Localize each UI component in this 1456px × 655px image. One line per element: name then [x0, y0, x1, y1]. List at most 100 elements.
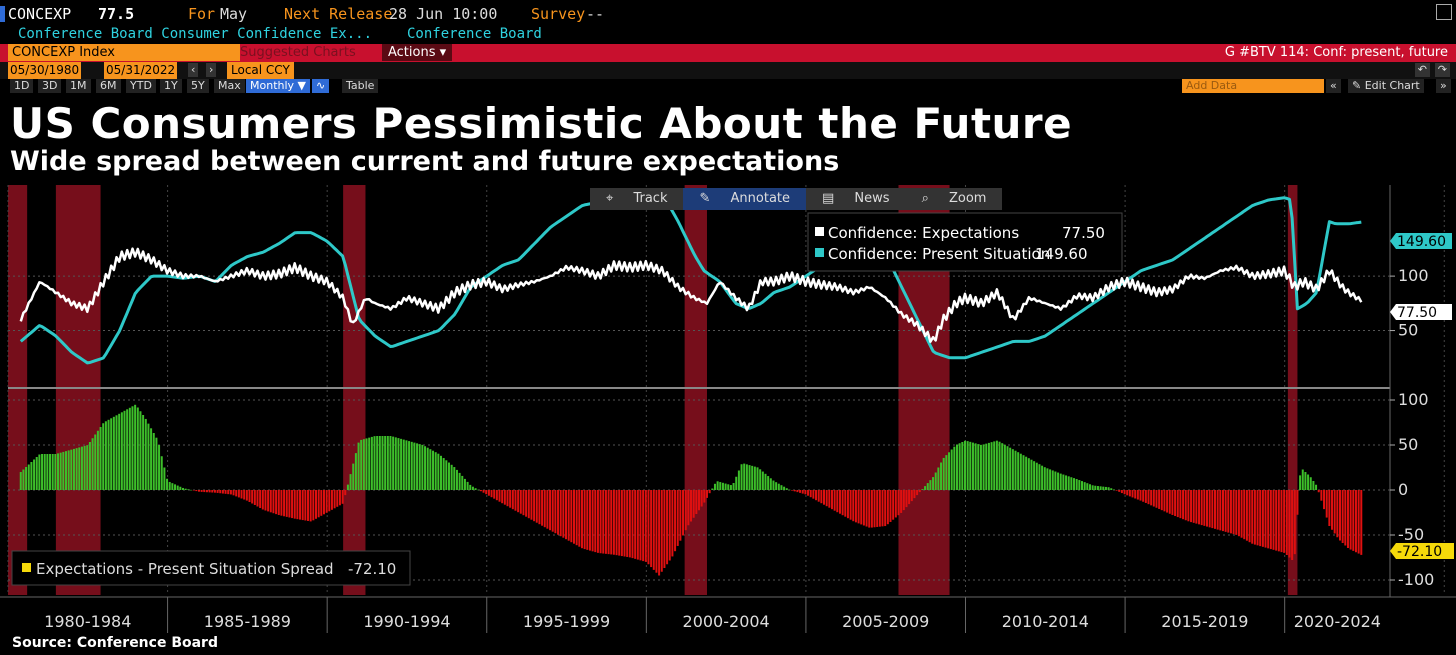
source-name[interactable]: Conference Board: [407, 26, 542, 42]
spread-bar: [498, 490, 501, 502]
spread-bar: [1155, 490, 1158, 508]
spread-bar: [713, 483, 716, 490]
spread-bar: [716, 481, 719, 490]
period-1d[interactable]: 1D: [10, 79, 34, 93]
spread-bar: [868, 490, 871, 528]
table-button[interactable]: Table: [342, 79, 379, 93]
currency-select[interactable]: Local CCY: [227, 62, 294, 79]
spread-bar: [336, 490, 339, 507]
popout-icon[interactable]: [1436, 4, 1452, 20]
period-1m[interactable]: 1M: [66, 79, 91, 93]
spread-bar: [615, 490, 618, 556]
add-data-input[interactable]: Add Data: [1182, 79, 1324, 93]
spread-bar: [987, 442, 990, 490]
end-date-input[interactable]: 05/31/2022: [104, 62, 178, 79]
spread-bar: [495, 490, 498, 501]
spread-bar: [788, 489, 791, 491]
spread-bar: [64, 451, 67, 490]
spread-bar: [126, 409, 129, 490]
period-ytd[interactable]: YTD: [126, 79, 156, 93]
survey-value: --: [586, 5, 605, 23]
spread-bar: [304, 490, 307, 521]
spread-bar: [1166, 490, 1169, 513]
security-description[interactable]: Conference Board Consumer Confidence Ex.…: [18, 26, 373, 42]
spread-bar: [519, 490, 522, 514]
news-tool[interactable]: ▤ News: [806, 188, 906, 210]
spread-bar: [216, 490, 219, 493]
line-chart-icon[interactable]: ∿: [312, 79, 330, 93]
period-5y[interactable]: 5Y: [187, 79, 209, 93]
spread-bar: [1317, 490, 1320, 493]
spread-bar: [269, 490, 272, 513]
spread-bar: [780, 485, 783, 490]
spread-bar: [365, 438, 368, 490]
spread-bar: [463, 478, 466, 490]
edit-chart-button[interactable]: ✎ Edit Chart: [1348, 79, 1424, 93]
spread-bar: [392, 436, 395, 490]
spread-bar: [346, 484, 349, 490]
track-tool[interactable]: ⌖ Track: [590, 188, 683, 210]
spread-bar: [1243, 490, 1246, 540]
spread-bar: [578, 490, 581, 547]
spread-bar: [288, 490, 291, 518]
spread-bar: [1285, 490, 1288, 555]
spread-bar: [360, 439, 363, 490]
confidence-lines: [19, 189, 1363, 365]
period-3d[interactable]: 3D: [38, 79, 62, 93]
spread-bar: [549, 490, 552, 531]
spread-bar: [998, 441, 1001, 490]
spread-bar: [482, 490, 485, 493]
prev-arrow-icon[interactable]: ‹: [188, 63, 199, 77]
period-6m[interactable]: 6M: [96, 79, 121, 93]
frequency-select[interactable]: Monthly ▼: [246, 79, 311, 93]
spread-bar: [926, 483, 929, 490]
y-tick-label-bottom: -100: [1398, 570, 1434, 589]
spread-bar: [1054, 471, 1057, 490]
spread-bar: [376, 436, 379, 490]
spread-bar: [352, 463, 355, 490]
redo-icon[interactable]: ↷: [1434, 63, 1450, 77]
spread-bar: [783, 486, 786, 490]
spread-bar: [1304, 472, 1307, 490]
security-field[interactable]: CONCEXP Index: [8, 44, 240, 61]
spread-bar: [1067, 476, 1070, 490]
spread-bar: [969, 441, 972, 490]
expand-icon[interactable]: »: [1436, 79, 1451, 93]
spread-bar: [732, 483, 735, 490]
undo-icon[interactable]: ↶: [1414, 63, 1430, 77]
spread-bar: [1003, 444, 1006, 490]
annotate-tool[interactable]: ✎ Annotate: [683, 188, 806, 210]
spread-bar: [588, 490, 591, 551]
actions-button[interactable]: Actions ▾: [382, 44, 453, 61]
spread-bar: [1160, 490, 1163, 511]
spread-bar: [1291, 490, 1294, 560]
zoom-tool[interactable]: ⌕ Zoom: [906, 188, 1003, 210]
spread-bar: [280, 490, 283, 516]
spread-last-value: -72.10: [1397, 544, 1442, 560]
start-date-input[interactable]: 05/30/1980: [8, 62, 82, 79]
spread-bar: [1136, 490, 1139, 500]
collapse-icon[interactable]: «: [1326, 79, 1341, 93]
spread-bar: [243, 490, 246, 500]
spread-bar: [634, 490, 637, 559]
ticker-symbol[interactable]: CONCEXP: [8, 5, 72, 23]
source-note: Source: Conference Board: [12, 635, 218, 651]
x-tick-label: 1995-1999: [523, 612, 610, 631]
spread-bar: [1096, 486, 1099, 490]
period-1y[interactable]: 1Y: [160, 79, 182, 93]
spread-bar: [187, 489, 190, 490]
spread-bar: [985, 443, 988, 490]
chart-title-field[interactable]: G #BTV 114: Conf: present, future: [1224, 45, 1448, 60]
track-label: Track: [633, 191, 668, 206]
spread-bar: [862, 490, 865, 526]
next-arrow-icon[interactable]: ›: [206, 63, 217, 77]
spread-bar: [703, 490, 706, 503]
command-bar: CONCEXP Index Suggested Charts Actions ▾…: [0, 44, 1456, 62]
spread-bar: [195, 490, 198, 492]
spread-bar: [501, 490, 504, 504]
spread-bar: [838, 490, 841, 514]
period-max[interactable]: Max: [214, 79, 245, 93]
chart-area[interactable]: 50 100 100 50 0 -50 -100 1980-1984 1985-1989 199…: [0, 185, 1456, 635]
suggested-charts[interactable]: Suggested Charts: [240, 45, 356, 60]
spread-bar: [785, 488, 788, 490]
